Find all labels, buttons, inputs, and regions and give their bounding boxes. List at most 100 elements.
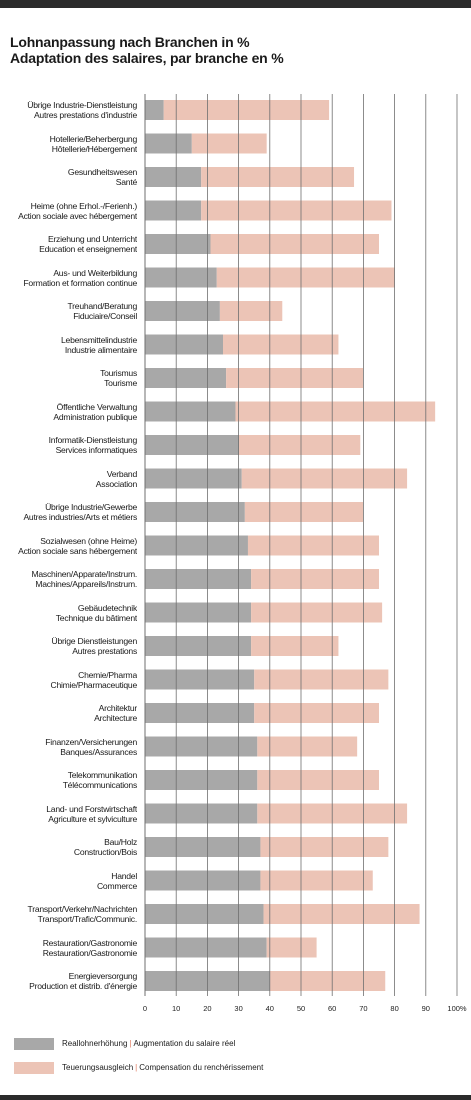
category-label: Transport/Verkehr/Nachrichten Transport/T… xyxy=(0,904,137,924)
category-label: Bau/Holz Construction/Bois xyxy=(0,837,137,857)
category-label-fr: Banques/Assurances xyxy=(60,746,137,757)
x-tick-label-70: 70 xyxy=(359,1004,367,1013)
bar-real-20 xyxy=(145,770,258,790)
bar-real-13 xyxy=(145,535,248,556)
bar-compensation-25 xyxy=(266,937,317,958)
category-label: Maschinen/Apparate/Instrum. Machines/Appa… xyxy=(0,569,137,589)
legend-label-real-de: Reallohnerhöhung xyxy=(62,1039,128,1048)
bar-compensation-20 xyxy=(257,770,379,790)
bar-real-24 xyxy=(145,904,264,924)
legend-item-real: Reallohnerhöhung | Augmentation du salaire… xyxy=(14,1038,344,1050)
category-label-de: Transport/Verkehr/Nachrichten xyxy=(27,904,137,914)
x-tick-label-60: 60 xyxy=(328,1004,336,1013)
category-label-fr: Action sociale avec hébergement xyxy=(18,210,137,221)
bar-compensation-6 xyxy=(219,301,283,321)
bar-compensation-8 xyxy=(226,368,364,388)
legend-label-compensation-de: Teuerungsausgleich xyxy=(62,1063,134,1072)
category-label-de: Sozialwesen (ohne Heime) xyxy=(40,535,137,546)
category-label: Architektur Architecture xyxy=(0,703,137,723)
bar-real-1 xyxy=(145,133,192,154)
bar-real-8 xyxy=(145,368,227,388)
category-label: Land- und Forstwirtschaft Agriculture et … xyxy=(0,804,137,824)
bar-compensation-1 xyxy=(191,133,267,154)
category-label-de: Energieversorgung xyxy=(68,971,137,981)
category-label-fr: Autres industries/Arts et métiers xyxy=(23,512,137,522)
bar-compensation-26 xyxy=(269,971,386,991)
category-label: Gebäudetechnik Technique du bâtiment xyxy=(0,603,137,623)
bar-compensation-11 xyxy=(241,468,408,489)
category-label-fr: Formation et formation continue xyxy=(23,277,137,288)
category-label-fr: Services informatiques xyxy=(55,445,137,455)
bar-compensation-18 xyxy=(254,703,379,723)
category-label: Heime (ohne Erhol.-/Ferienh.) Action soci… xyxy=(0,201,137,221)
category-label-de: Tourismus xyxy=(100,368,137,378)
bar-compensation-16 xyxy=(251,636,339,656)
category-label-fr: Autres prestations d'industrie xyxy=(33,110,137,120)
category-label-fr: Construction/Bois xyxy=(73,847,137,857)
category-label-fr: Fiduciaire/Conseil xyxy=(73,311,137,321)
category-label-de: Gesundheitswesen xyxy=(67,167,137,177)
chart-title-de: Lohnanpassung nach Branchen in % xyxy=(10,34,250,50)
x-tick-label-10: 10 xyxy=(172,1004,180,1013)
category-label: Gesundheitswesen Santé xyxy=(0,167,137,187)
bar-real-7 xyxy=(145,334,223,355)
category-label-fr: Administration publique xyxy=(53,411,137,422)
category-label-de: Handel xyxy=(111,870,137,881)
category-label-fr: Santé xyxy=(115,177,137,187)
category-label-de: Restauration/Gastronomie xyxy=(42,937,137,948)
category-label-de: Finanzen/Versicherungen xyxy=(45,736,137,747)
bar-real-17 xyxy=(145,669,255,690)
category-label: Restauration/Gastronomie Restauration/Gas… xyxy=(0,938,137,958)
bar-compensation-24 xyxy=(263,904,420,924)
category-label: Übrige Dienstleistungen Autres prestation… xyxy=(0,636,138,656)
x-tick-label-90: 90 xyxy=(422,1004,430,1013)
legend-item-compensation: Teuerungsausgleich | Compensation du rench… xyxy=(14,1062,344,1074)
category-label: Verband Association xyxy=(0,469,137,489)
bar-compensation-9 xyxy=(235,401,436,422)
bar-real-9 xyxy=(145,401,236,422)
bar-real-6 xyxy=(145,301,220,321)
category-label-fr: Commerce xyxy=(96,880,137,891)
bar-real-18 xyxy=(145,703,255,723)
category-label: Energieversorgung Production et distrib. … xyxy=(0,971,137,991)
x-tick-label-80: 80 xyxy=(390,1004,398,1013)
category-label-de: Übrige Dienstleistungen xyxy=(51,636,138,646)
category-label: Telekommunikation Télécommunications xyxy=(0,770,137,790)
category-label: Chemie/Pharma Chimie/Pharmaceutique xyxy=(0,670,137,690)
category-label: Lebensmittelindustrie Industrie alimentai… xyxy=(0,335,137,355)
bar-compensation-17 xyxy=(254,669,389,690)
category-label-fr: Education et enseignement xyxy=(39,244,137,254)
category-label-fr: Télécommunications xyxy=(62,780,137,790)
bar-real-4 xyxy=(145,234,211,254)
category-label-de: Heime (ohne Erhol.-/Ferienh.) xyxy=(30,200,137,211)
bar-real-22 xyxy=(145,837,261,857)
category-label-fr: Action sociale sans hébergement xyxy=(18,545,137,556)
bar-compensation-10 xyxy=(238,435,361,455)
legend-swatch-compensation xyxy=(14,1062,54,1074)
category-label-de: Gebäudetechnik xyxy=(77,602,137,613)
bar-real-16 xyxy=(145,636,252,656)
category-label-de: Erziehung und Unterricht xyxy=(47,234,137,244)
category-label-de: Architektur xyxy=(98,703,137,713)
category-label: Erziehung und Unterricht Education et ens… xyxy=(0,234,137,254)
x-tick-label-30: 30 xyxy=(234,1004,242,1013)
category-label-fr: Hôtellerie/Hébergement xyxy=(51,143,137,154)
bar-real-12 xyxy=(145,502,245,522)
bar-real-23 xyxy=(145,870,261,891)
bottom-rule xyxy=(0,1095,471,1100)
bar-compensation-15 xyxy=(251,602,383,623)
category-label: Treuhand/Beratung Fiduciaire/Conseil xyxy=(0,301,138,321)
bar-real-5 xyxy=(145,267,217,288)
bar-compensation-23 xyxy=(260,870,373,891)
bar-compensation-12 xyxy=(244,502,364,522)
bar-compensation-3 xyxy=(201,200,392,221)
bar-real-19 xyxy=(145,736,258,757)
category-label: Tourismus Tourisme xyxy=(0,368,137,388)
category-label-de: Übrige Industrie/Gewerbe xyxy=(45,502,137,512)
category-label-fr: Restauration/Gastronomie xyxy=(42,947,137,958)
category-label-de: Bau/Holz xyxy=(104,837,137,847)
category-label: Hotellerie/Beherbergung Hôtellerie/Héberg… xyxy=(0,134,137,154)
category-label: Finanzen/Versicherungen Banques/Assurance… xyxy=(0,737,137,757)
legend-label-real-fr: Augmentation du salaire réel xyxy=(133,1039,236,1048)
